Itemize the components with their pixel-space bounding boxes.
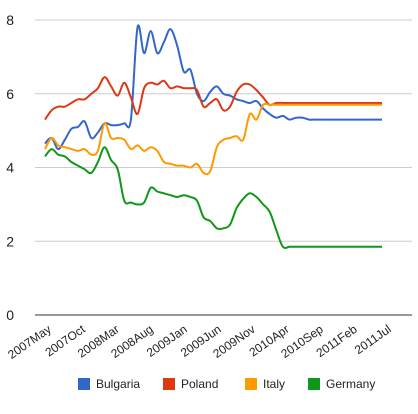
y-tick-label: 4 bbox=[6, 160, 14, 176]
series-lines bbox=[44, 24, 383, 249]
x-axis-ticks: 2007May2007Oct2008Mar2008Aug2009Jan2009J… bbox=[5, 322, 393, 362]
legend-label-germany: Germany bbox=[326, 377, 375, 391]
series-line-italy bbox=[44, 102, 383, 176]
y-tick-label: 0 bbox=[6, 307, 14, 323]
y-tick-label: 8 bbox=[6, 12, 14, 28]
gridlines bbox=[35, 19, 412, 316]
legend-label-italy: Italy bbox=[263, 377, 285, 391]
legend-label-poland: Poland bbox=[181, 377, 218, 391]
y-axis-ticks: 0 2 4 6 8 bbox=[6, 12, 14, 323]
series-line-germany bbox=[44, 146, 382, 249]
x-tick-label: 2007May bbox=[5, 322, 53, 362]
x-tick-label: 2011Jul bbox=[352, 322, 394, 357]
legend-swatch-germany bbox=[308, 378, 320, 390]
y-tick-label: 2 bbox=[6, 233, 14, 249]
series-line-bulgaria bbox=[44, 24, 382, 151]
legend: Bulgaria Poland Italy Germany bbox=[78, 377, 375, 391]
legend-swatch-poland bbox=[163, 378, 175, 390]
legend-swatch-bulgaria bbox=[78, 378, 90, 390]
legend-swatch-italy bbox=[245, 378, 257, 390]
series-line-poland bbox=[44, 76, 382, 121]
legend-label-bulgaria: Bulgaria bbox=[96, 377, 140, 391]
y-tick-label: 6 bbox=[6, 86, 14, 102]
